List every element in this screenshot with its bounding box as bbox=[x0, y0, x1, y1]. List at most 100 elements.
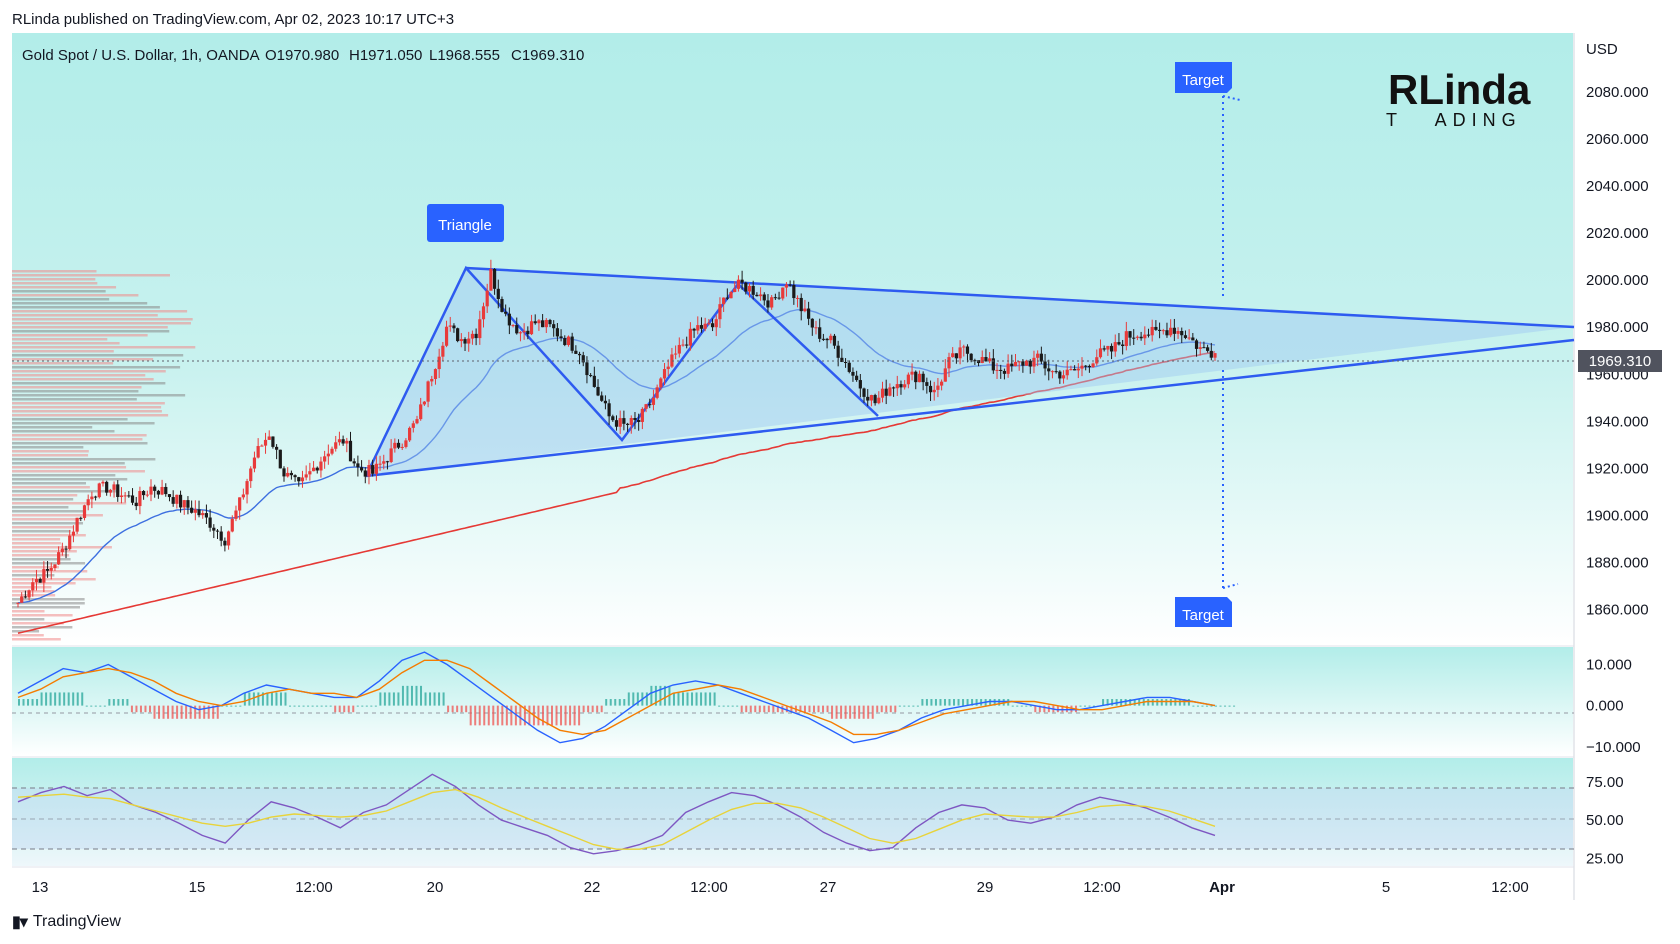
rsi-tick-label: 50.00 bbox=[1586, 812, 1624, 829]
candle-body bbox=[581, 355, 585, 363]
macd-hist-bar bbox=[840, 705, 843, 719]
candle-body bbox=[640, 408, 644, 422]
candle-body bbox=[563, 338, 567, 345]
candle-body bbox=[932, 389, 936, 393]
volume-profile-bar bbox=[12, 534, 86, 537]
macd-hist-bar bbox=[397, 692, 400, 706]
target-down-label[interactable]: Target bbox=[1175, 597, 1232, 627]
macd-hist-bar bbox=[54, 692, 57, 706]
volume-profile-bar bbox=[12, 514, 103, 517]
macd-hist-bar bbox=[826, 705, 829, 713]
candle-body bbox=[991, 358, 995, 371]
volume-profile-bar bbox=[12, 382, 166, 385]
candle-body bbox=[411, 423, 415, 428]
macd-hist-bar bbox=[957, 699, 960, 706]
macd-hist-bar bbox=[695, 692, 698, 706]
macd-hist-bar bbox=[962, 699, 965, 706]
candle-body bbox=[995, 369, 999, 371]
candle-body bbox=[814, 327, 818, 329]
time-tick-label: 27 bbox=[820, 879, 837, 896]
volume-profile-bar bbox=[12, 634, 44, 637]
macd-hist-bar bbox=[1156, 699, 1159, 706]
candle-body bbox=[297, 477, 301, 482]
candle-body bbox=[389, 448, 393, 462]
macd-hist-bar bbox=[709, 692, 712, 706]
ohlc-open: O1970.980 bbox=[265, 47, 339, 64]
macd-hist-bar bbox=[1093, 705, 1096, 707]
candle-body bbox=[1139, 336, 1143, 339]
macd-hist-bar bbox=[1038, 705, 1041, 713]
candle-body bbox=[962, 346, 966, 348]
candle-body bbox=[504, 311, 508, 314]
macd-hist-bar bbox=[831, 705, 834, 719]
macd-hist-bar bbox=[279, 692, 282, 706]
candle-body bbox=[108, 489, 112, 493]
candle-body bbox=[903, 384, 907, 388]
candle-body bbox=[226, 531, 231, 546]
macd-hist-bar bbox=[546, 705, 549, 726]
macd-hist-bar bbox=[1129, 699, 1132, 706]
macd-hist-bar bbox=[347, 705, 350, 713]
macd-hist-bar bbox=[117, 699, 120, 706]
candle-body bbox=[637, 420, 641, 422]
candle-body bbox=[138, 491, 142, 507]
candle-body bbox=[552, 324, 556, 329]
candle-body bbox=[119, 495, 124, 497]
candle-body bbox=[1050, 371, 1055, 373]
candle-body bbox=[622, 418, 626, 424]
volume-profile-bar bbox=[12, 338, 108, 341]
candle-body bbox=[1146, 334, 1151, 336]
macd-hist-bar bbox=[953, 699, 956, 706]
candle-body bbox=[396, 442, 401, 448]
candle-body bbox=[788, 284, 792, 286]
candle-body bbox=[400, 446, 404, 448]
candle-body bbox=[958, 347, 962, 359]
macd-hist-bar bbox=[334, 705, 337, 713]
macd-hist-bar bbox=[740, 705, 743, 713]
triangle-lower-line bbox=[365, 338, 1575, 478]
macd-hist-bar bbox=[266, 692, 269, 706]
macd-hist-bar bbox=[370, 705, 373, 707]
candle-body bbox=[1198, 347, 1202, 349]
symbol-name[interactable]: Gold Spot / U.S. Dollar, 1h, OANDA bbox=[22, 47, 260, 64]
candle-body bbox=[90, 496, 94, 500]
volume-profile-bar bbox=[12, 506, 69, 509]
triangle-pattern bbox=[366, 268, 1574, 476]
target-up-label[interactable]: Target bbox=[1175, 62, 1232, 93]
candle-body bbox=[644, 404, 648, 409]
candle-body bbox=[928, 385, 933, 393]
volume-profile-bar bbox=[12, 618, 45, 621]
macd-hist-bar bbox=[618, 699, 621, 706]
candle-body bbox=[23, 596, 27, 598]
footer-brand[interactable]: TradingView bbox=[32, 913, 121, 930]
macd-hist-bar bbox=[912, 705, 915, 707]
macd-hist-bar bbox=[365, 705, 368, 707]
candle-body bbox=[648, 404, 652, 406]
macd-hist-bar bbox=[171, 705, 174, 719]
macd-hist-bar bbox=[433, 692, 436, 706]
macd-hist-bar bbox=[691, 692, 694, 706]
triangle-label[interactable]: Triangle bbox=[427, 204, 504, 242]
macd-hist-bar bbox=[776, 705, 779, 713]
candle-body bbox=[891, 387, 896, 389]
macd-hist-bar bbox=[925, 699, 928, 706]
volume-profile-bar bbox=[12, 282, 98, 285]
candle-body bbox=[662, 369, 667, 379]
macd-hist-bar bbox=[894, 705, 897, 713]
macd-hist-bar bbox=[727, 705, 730, 707]
macd-hist-bar bbox=[1056, 705, 1059, 713]
macd-hist-bar bbox=[785, 705, 788, 713]
macd-hist-bar bbox=[275, 692, 278, 706]
volume-profile-bar bbox=[12, 442, 148, 445]
candle-body bbox=[718, 304, 722, 320]
macd-hist-bar bbox=[289, 705, 292, 707]
macd-hist-bar bbox=[889, 705, 892, 713]
macd-hist-bar bbox=[763, 705, 766, 713]
candle-body bbox=[577, 353, 582, 356]
macd-hist-bar bbox=[135, 705, 138, 713]
volume-profile-bar bbox=[12, 378, 154, 381]
volume-profile-bar bbox=[12, 314, 158, 317]
candle-body bbox=[829, 335, 833, 341]
volume-profile-bar bbox=[12, 566, 59, 569]
